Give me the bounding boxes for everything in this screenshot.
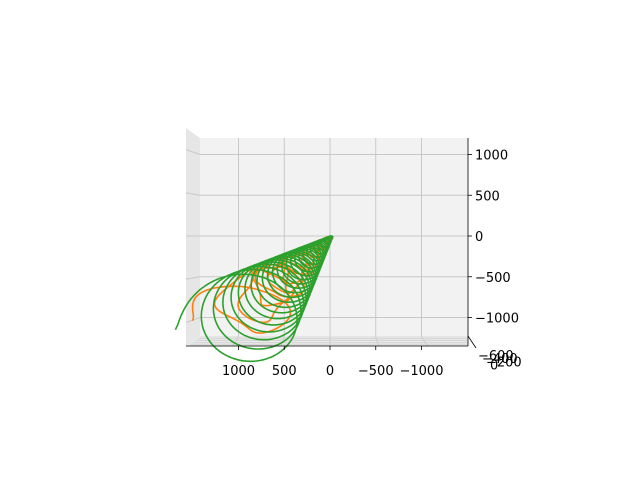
- z-tick-label: −500: [475, 271, 511, 286]
- x-tick-label: −1000: [400, 364, 444, 379]
- x-tick-label: −500: [358, 364, 394, 379]
- x-tick-label: 500: [272, 364, 297, 379]
- z-tick-label: −1000: [475, 312, 519, 327]
- y-tick-label: −200: [486, 355, 522, 370]
- side-pane: [186, 128, 200, 346]
- z-side-grid-line: [185, 149, 201, 155]
- x-tick-label: 0: [326, 364, 334, 379]
- y-tick-label: −400: [482, 352, 518, 367]
- series-layer: [174, 235, 334, 363]
- y-tick-label: 0: [490, 359, 498, 374]
- z-axis-ticks: 1000 500 0 −500 −1000: [468, 149, 519, 327]
- z-side-grid-line: [185, 192, 201, 196]
- series-2-line: [174, 235, 334, 363]
- z-tick-label: 0: [475, 230, 483, 245]
- y-axis-line: [467, 335, 477, 349]
- back-pane: [200, 138, 468, 337]
- axis-lines: [186, 138, 477, 349]
- z-side-grid-line: [185, 276, 201, 280]
- z-tick-label: 1000: [475, 149, 508, 164]
- x-axis-ticks: 1000 500 0 −500 −1000: [222, 346, 444, 379]
- z-tick-label: 500: [475, 189, 500, 204]
- y-tick-label: −600: [478, 349, 514, 364]
- x-tick-label: 1000: [222, 364, 255, 379]
